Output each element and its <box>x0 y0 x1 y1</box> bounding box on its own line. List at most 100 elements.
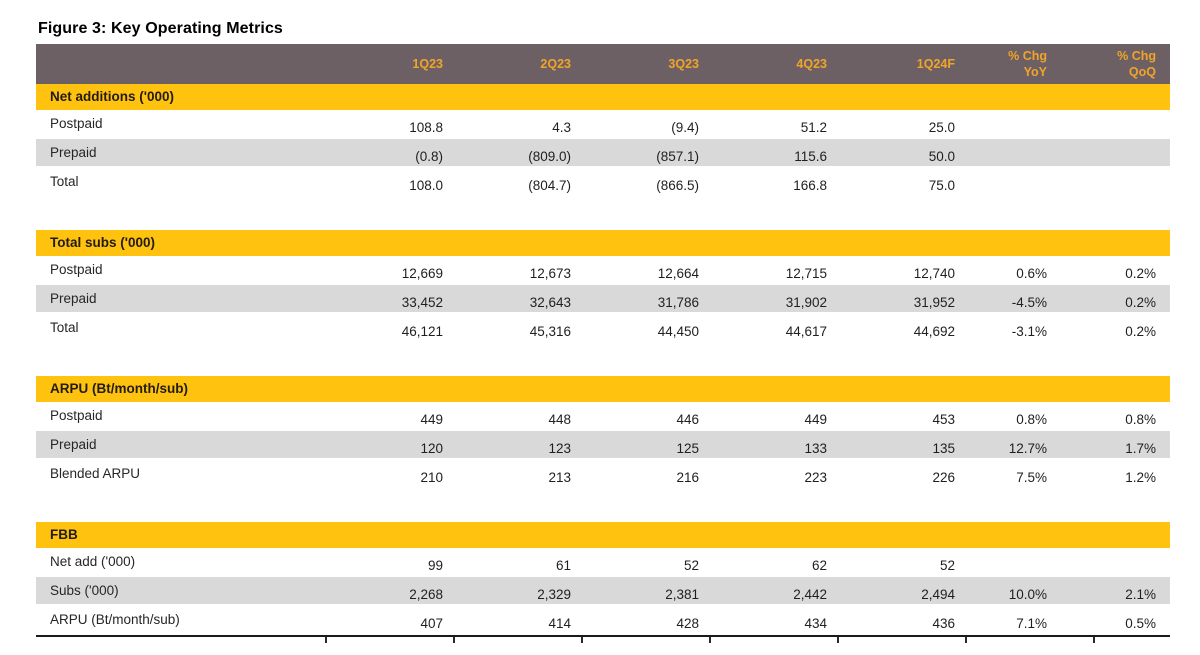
cell-3q23: 12,664 <box>657 266 699 281</box>
cell-1q23: 449 <box>420 412 443 427</box>
header-cell-4q23: 4Q23 <box>796 56 827 71</box>
row-label: ARPU (Bt/month/sub) <box>50 612 180 627</box>
cell-chg-yoy: 12.7% <box>1008 441 1047 456</box>
cell-3q23: 2,381 <box>665 587 699 602</box>
cell-chg-yoy <box>965 110 1093 137</box>
column-tick <box>581 637 583 643</box>
header-cell-chg-qoq: % Chg QoQ <box>1117 48 1156 79</box>
cell-1q24f: 12,740 <box>913 266 955 281</box>
cell-1q24f: 453 <box>932 412 955 427</box>
cell-1q23: 108.0 <box>409 178 443 193</box>
column-tick <box>965 637 967 643</box>
row-label: Blended ARPU <box>50 466 141 481</box>
metrics-table: 1Q23 2Q23 3Q23 4Q23 1Q24F% Chg YoY% Chg QoQ … <box>36 44 1170 644</box>
cell-4q23: 2,442 <box>793 587 827 602</box>
cell-2q23: 448 <box>548 412 571 427</box>
table-header-row: 1Q23 2Q23 3Q23 4Q23 1Q24F % Chg YoY % Chg QoQ <box>36 44 1170 84</box>
cell-chg-qoq <box>1093 139 1170 166</box>
header-cell-1q24f: 1Q24F <box>916 56 955 71</box>
section-header-arpu-bt-month-sub: ARPU (Bt/month/sub) <box>36 376 1170 402</box>
section-total-subs-000: Total subs ('000) Postpaid 12,669 12,673 12,… <box>36 230 1170 343</box>
column-tick <box>1093 637 1095 643</box>
cell-4q23: 31,902 <box>785 295 827 310</box>
cell-chg-yoy <box>965 168 1093 195</box>
cell-chg-yoy: 7.1% <box>1016 616 1047 631</box>
row-label: Prepaid <box>50 145 97 160</box>
cell-1q24f: 135 <box>932 441 955 456</box>
cell-3q23: (866.5) <box>656 178 699 193</box>
cell-chg-qoq: 0.2% <box>1125 266 1156 281</box>
header-cell-2q23: 2Q23 <box>540 56 571 71</box>
cell-chg-qoq: 0.8% <box>1125 412 1156 427</box>
cell-3q23: 31,786 <box>657 295 699 310</box>
cell-4q23: 449 <box>804 412 827 427</box>
cell-chg-yoy: -3.1% <box>1011 324 1047 339</box>
cell-1q24f: 31,952 <box>913 295 955 310</box>
table-row-postpaid: Postpaid 12,669 12,673 12,664 12,715 12,740 0.… <box>36 256 1170 285</box>
table-row-subs-000: Subs ('000) 2,268 2,329 2,381 2,442 2,494 10.0… <box>36 577 1170 606</box>
cell-chg-yoy: 10.0% <box>1008 587 1047 602</box>
cell-4q23: 434 <box>804 616 827 631</box>
cell-2q23: 414 <box>548 616 571 631</box>
cell-chg-qoq: 1.2% <box>1125 470 1156 485</box>
cell-3q23: 52 <box>683 558 699 573</box>
cell-3q23: 446 <box>676 412 699 427</box>
cell-2q23: (804.7) <box>528 178 571 193</box>
row-label: Net add ('000) <box>50 554 136 569</box>
row-label: Postpaid <box>50 262 103 277</box>
cell-1q23: 99 <box>427 558 443 573</box>
cell-chg-qoq: 1.7% <box>1125 441 1156 456</box>
cell-3q23: (9.4) <box>671 120 699 135</box>
cell-chg-qoq <box>1093 110 1170 137</box>
cell-4q23: 115.6 <box>794 149 827 164</box>
column-tick <box>837 637 839 643</box>
section-header-fbb: FBB <box>36 522 1170 548</box>
cell-1q24f: 25.0 <box>928 120 955 135</box>
cell-chg-yoy <box>965 548 1093 575</box>
column-tick <box>325 637 327 643</box>
table-row-arpu-bt-month-sub: ARPU (Bt/month/sub) 407 414 428 434 436 7.1% 0.… <box>36 606 1170 635</box>
cell-3q23: 44,450 <box>657 324 699 339</box>
table-row-net-add-000: Net add ('000) 99 61 52 62 52 <box>36 548 1170 577</box>
cell-2q23: 61 <box>555 558 571 573</box>
section-arpu-bt-month-sub: ARPU (Bt/month/sub) Postpaid 449 448 446 449 4… <box>36 376 1170 489</box>
cell-4q23: 223 <box>804 470 827 485</box>
cell-3q23: (857.1) <box>656 149 699 164</box>
header-cell-3q23: 3Q23 <box>668 56 699 71</box>
cell-2q23: 32,643 <box>529 295 571 310</box>
header-cell-blank <box>36 44 325 84</box>
cell-1q24f: 44,692 <box>913 324 955 339</box>
cell-4q23: 51.2 <box>800 120 827 135</box>
cell-chg-qoq: 0.2% <box>1125 324 1156 339</box>
cell-chg-qoq: 0.5% <box>1125 616 1156 631</box>
cell-2q23: 123 <box>548 441 571 456</box>
cell-chg-yoy: -4.5% <box>1011 295 1047 310</box>
table-body: Net additions ('000) Postpaid 108.8 4.3 (9.4… <box>36 84 1170 635</box>
row-label: Total <box>50 320 79 335</box>
cell-1q24f: 2,494 <box>921 587 955 602</box>
cell-1q24f: 436 <box>932 616 955 631</box>
cell-1q23: 12,669 <box>401 266 443 281</box>
row-label: Prepaid <box>50 437 97 452</box>
cell-4q23: 44,617 <box>785 324 827 339</box>
row-label: Postpaid <box>50 408 103 423</box>
cell-4q23: 166.8 <box>793 178 827 193</box>
cell-2q23: 45,316 <box>529 324 571 339</box>
row-label: Subs ('000) <box>50 583 119 598</box>
row-label: Total <box>50 174 79 189</box>
table-row-total: Total 108.0 (804.7) (866.5) 166.8 75.0 <box>36 168 1170 197</box>
cell-2q23: (809.0) <box>528 149 571 164</box>
row-label: Postpaid <box>50 116 103 131</box>
cell-3q23: 125 <box>676 441 699 456</box>
cell-1q23: 120 <box>420 441 443 456</box>
cell-1q23: 2,268 <box>409 587 443 602</box>
cell-3q23: 216 <box>676 470 699 485</box>
cell-2q23: 12,673 <box>529 266 571 281</box>
cell-1q24f: 52 <box>939 558 955 573</box>
section-header-net-additions-000: Net additions ('000) <box>36 84 1170 110</box>
cell-1q23: 210 <box>420 470 443 485</box>
cell-2q23: 213 <box>548 470 571 485</box>
cell-1q24f: 50.0 <box>928 149 955 164</box>
cell-chg-yoy: 0.8% <box>1016 412 1047 427</box>
cell-chg-yoy: 0.6% <box>1016 266 1047 281</box>
